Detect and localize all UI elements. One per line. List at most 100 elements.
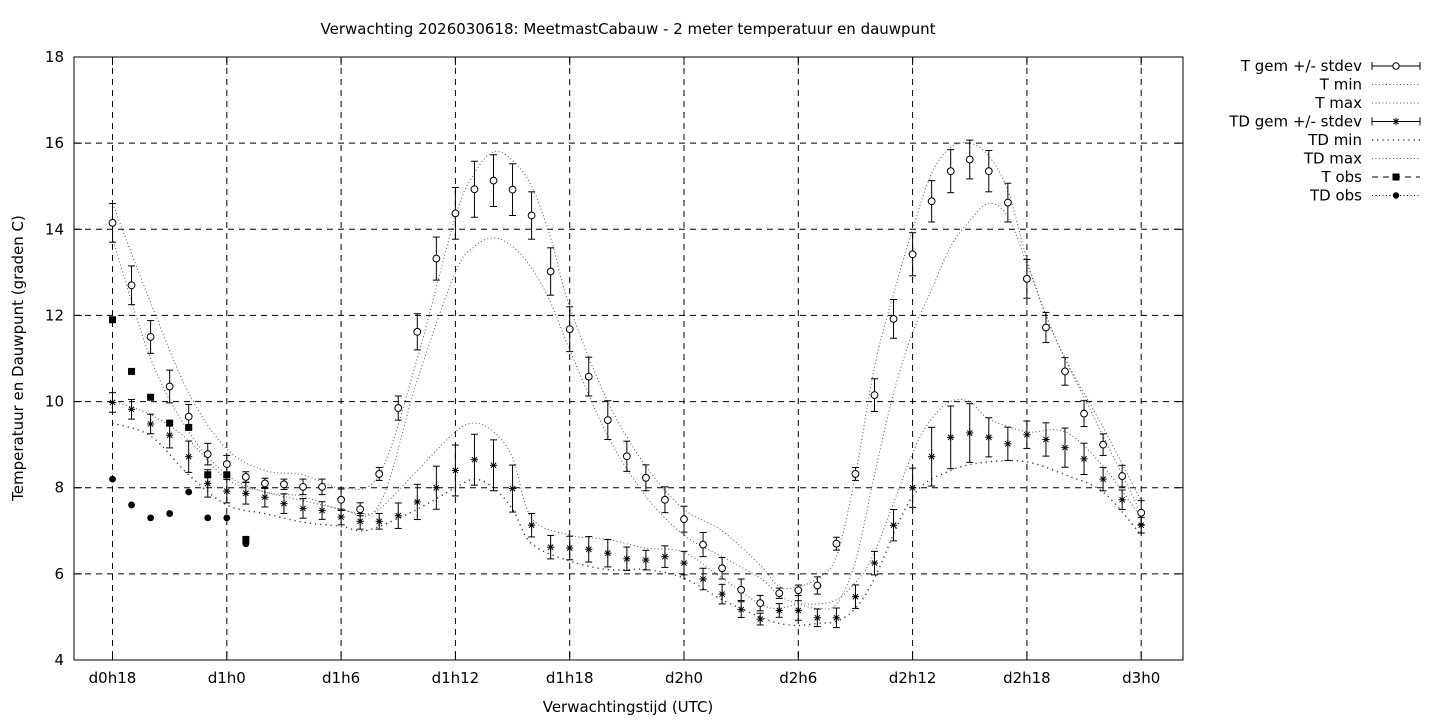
- t-obs-point: [128, 367, 136, 375]
- y-tick-label: 8: [54, 479, 64, 497]
- td-mean-point: [985, 434, 992, 441]
- t-mean-point: [146, 333, 155, 341]
- y-tick-label: 6: [54, 565, 64, 583]
- t-mean-point: [927, 197, 936, 206]
- x-tick-label: d0h18: [89, 669, 137, 687]
- t-mean-point: [1137, 508, 1146, 517]
- t-mean-point: [984, 167, 993, 176]
- td-mean-point: [376, 518, 383, 525]
- t-obs-point: [166, 419, 174, 427]
- t-mean-point: [203, 450, 212, 459]
- td-mean-point: [1100, 476, 1107, 483]
- td-mean-point: [1062, 444, 1068, 451]
- td-mean-point: [909, 484, 916, 491]
- t-mean-point: [184, 412, 193, 421]
- t-mean-point: [356, 505, 365, 514]
- td-mean-point: [1138, 522, 1145, 529]
- td-mean-point: [719, 591, 726, 598]
- t-mean-point: [1118, 472, 1127, 480]
- t-mean-point: [489, 176, 498, 185]
- curve-t-max: [112, 142, 1142, 590]
- t-mean-point: [661, 495, 669, 504]
- t-mean-point: [108, 218, 117, 227]
- td-mean-point: [147, 421, 154, 427]
- td-mean-point: [623, 555, 630, 562]
- t-mean-point: [1023, 274, 1031, 283]
- td-mean-point: [738, 606, 745, 613]
- td-mean-point: [814, 614, 821, 621]
- t-mean-point: [756, 599, 765, 608]
- y-tick-label: 12: [45, 306, 64, 324]
- td-mean-point: [357, 518, 364, 525]
- t-mean-point: [737, 585, 746, 594]
- td-mean-point: [833, 614, 840, 621]
- legend-label: TD obs: [1309, 187, 1362, 205]
- td-mean-point: [966, 430, 973, 436]
- t-obs-point: [109, 316, 116, 324]
- legend-label: T gem +/- stdev: [1240, 57, 1362, 75]
- t-mean-point: [1080, 409, 1088, 418]
- td-mean-point: [1393, 118, 1399, 125]
- t-mean-point: [718, 564, 726, 573]
- t-mean-point: [584, 372, 593, 381]
- t-mean-point: [680, 515, 688, 524]
- td-mean-point: [681, 560, 687, 567]
- t-mean-point: [280, 480, 288, 489]
- t-mean-point: [622, 452, 631, 461]
- t-mean-point: [965, 155, 974, 164]
- td-obs-point: [204, 514, 212, 522]
- t-mean-point: [813, 581, 822, 590]
- td-mean-point: [338, 514, 345, 520]
- td-mean-point: [166, 432, 173, 439]
- legend-label: T max: [1314, 94, 1362, 112]
- t-obs-point: [204, 471, 212, 479]
- td-mean-point: [414, 498, 421, 505]
- t-mean-point: [451, 209, 460, 218]
- td-obs-point: [166, 510, 174, 517]
- legend-label: TD max: [1303, 150, 1362, 168]
- td-mean-point: [1119, 496, 1126, 503]
- t-mean-point: [699, 540, 707, 549]
- td-mean-point: [700, 576, 706, 582]
- td-mean-point: [433, 484, 440, 491]
- t-mean-point: [222, 460, 231, 468]
- legend-label: TD min: [1307, 131, 1362, 149]
- t-mean-point: [603, 416, 612, 424]
- td-mean-point: [890, 522, 897, 529]
- t-mean-point: [337, 495, 346, 504]
- t-mean-point: [508, 185, 517, 194]
- td-mean-point: [109, 399, 116, 406]
- td-mean-point: [604, 550, 611, 557]
- t-mean-point: [394, 404, 403, 412]
- td-mean-point: [1043, 436, 1049, 443]
- y-tick-label: 10: [45, 393, 64, 411]
- td-mean-point: [776, 607, 783, 614]
- td-mean-point: [547, 544, 554, 551]
- legend-label: T obs: [1321, 168, 1363, 186]
- td-mean-point: [509, 485, 516, 492]
- x-axis-label: Verwachtingstijd (UTC): [543, 698, 714, 716]
- t-mean-point: [127, 281, 136, 290]
- td-mean-point: [795, 607, 802, 614]
- td-mean-point: [1004, 440, 1011, 447]
- y-tick-label: 14: [45, 220, 64, 238]
- td-mean-point: [662, 553, 668, 560]
- td-mean-point: [300, 505, 306, 512]
- axes: 4 6 8 10 12 14 16 18 d0h18 d1h0 d1h6 d1h12 d1h18 d2h0…: [45, 48, 1184, 687]
- t-mean-point: [794, 586, 803, 595]
- td-mean-point: [395, 512, 402, 519]
- y-axis-label: Temperatuur en Dauwpunt (graden C): [9, 215, 27, 502]
- td-mean-point: [223, 488, 230, 495]
- td-mean-point: [281, 500, 287, 507]
- td-mean-point: [261, 494, 268, 501]
- x-tick-label: d1h6: [322, 669, 360, 687]
- td-obs-point: [147, 514, 155, 522]
- td-obs-point: [109, 475, 116, 483]
- td-mean-point: [471, 456, 478, 463]
- legend-label: TD gem +/- stdev: [1228, 113, 1362, 131]
- td-mean-point: [1023, 431, 1030, 438]
- chart-title: Verwachting 2026030618: MeetmastCabauw -…: [321, 20, 936, 38]
- t-mean-point: [241, 473, 250, 481]
